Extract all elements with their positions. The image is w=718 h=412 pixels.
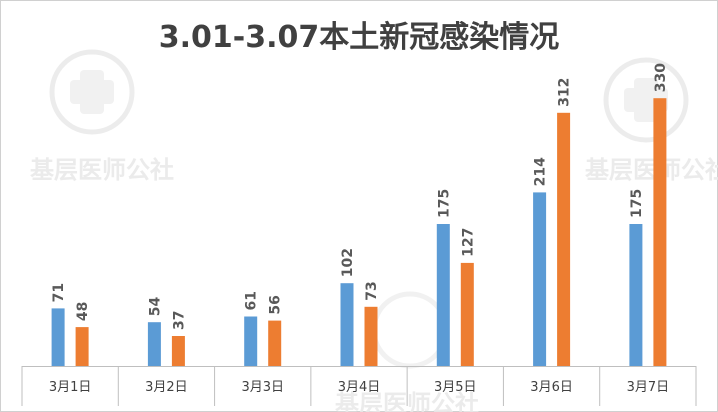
data-label: 73	[364, 281, 380, 300]
data-label: 61	[244, 291, 260, 310]
bar-series-b	[653, 98, 667, 366]
watermark-text: 基层医师公社	[585, 156, 718, 184]
x-tick-label: 3月1日	[49, 380, 92, 395]
x-tick-label: 3月3日	[241, 380, 284, 395]
chart-title: 3.01-3.07本土新冠感染情况	[158, 20, 560, 55]
x-tick-label: 3月5日	[434, 380, 477, 395]
data-label: 48	[75, 302, 91, 321]
bar-series-b	[171, 336, 185, 366]
data-label: 127	[460, 228, 476, 257]
data-label: 54	[147, 296, 163, 316]
x-tick-label: 3月4日	[338, 380, 381, 395]
data-label: 312	[557, 78, 573, 107]
bar-series-a	[244, 316, 258, 366]
bar-series-a	[629, 224, 643, 366]
data-label: 214	[533, 157, 549, 186]
watermark-logo	[371, 291, 449, 369]
watermark-layer: 基层医师公社 基层医师公社 基层医师公社	[30, 49, 718, 412]
bars-layer	[51, 98, 667, 366]
bar-series-b	[75, 327, 89, 366]
x-tick-label: 3月7日	[627, 380, 670, 395]
data-label: 175	[436, 189, 452, 218]
bar-series-b	[364, 306, 378, 366]
bar-series-b	[268, 320, 282, 366]
bar-series-b	[557, 112, 571, 366]
watermark-text: 基层医师公社	[30, 156, 174, 184]
bar-series-a	[51, 308, 65, 366]
bar-series-a	[340, 283, 354, 366]
x-axis: 3月1日 3月2日 3月3日 3月4日 3月5日 3月6日 3月7日	[21, 366, 697, 406]
data-label: 37	[171, 311, 187, 330]
bar-series-a	[436, 224, 450, 366]
watermark-logo	[603, 57, 689, 143]
data-label: 71	[51, 283, 67, 302]
data-label: 330	[653, 63, 669, 92]
x-tick-label: 3月2日	[145, 380, 188, 395]
bar-series-a	[147, 322, 161, 366]
data-label: 56	[268, 295, 284, 314]
watermark-logo	[49, 49, 135, 135]
bar-series-a	[533, 192, 547, 366]
bar-series-b	[460, 262, 474, 366]
data-label: 102	[340, 248, 356, 277]
data-labels-layer: 71 54 61 102 175 214 175 48 37 56 73 127 312 330	[51, 63, 669, 330]
x-tick-label: 3月6日	[530, 380, 573, 395]
data-label: 175	[629, 189, 645, 218]
